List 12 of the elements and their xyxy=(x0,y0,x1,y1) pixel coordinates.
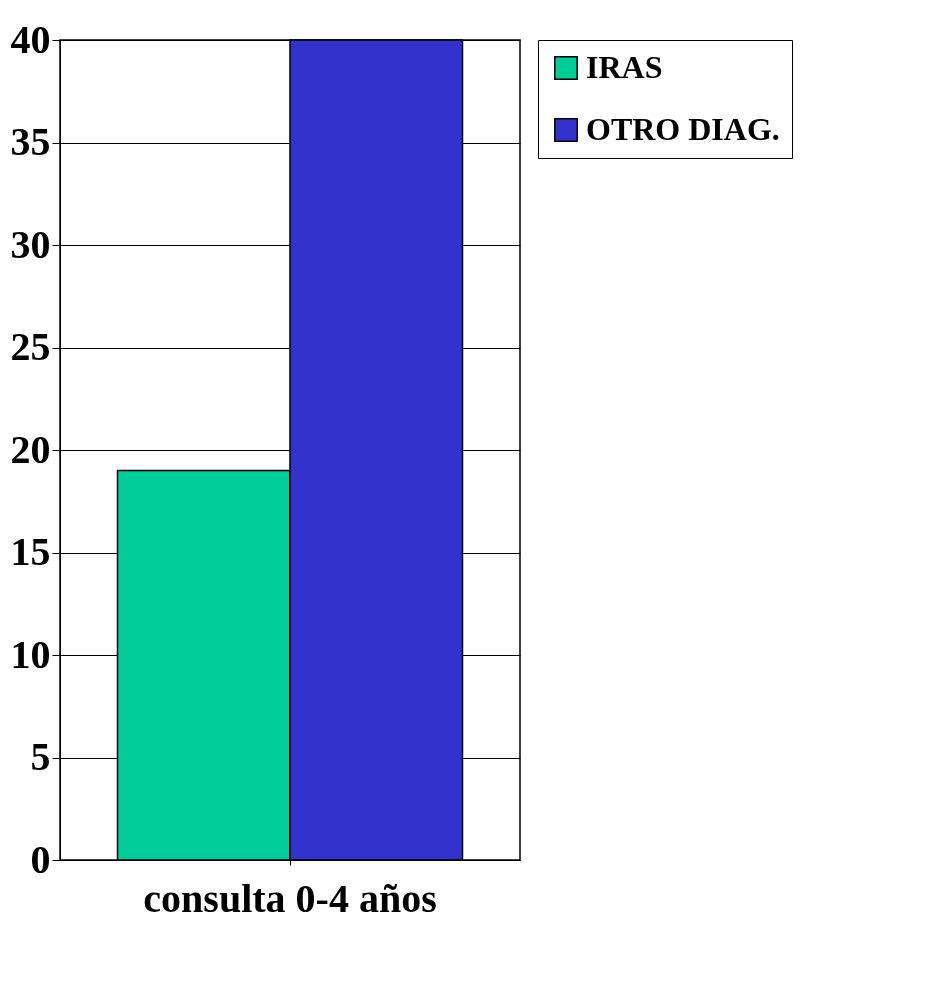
x-tick-label: consulta 0-4 años xyxy=(143,875,437,921)
y-tick-label: 0 xyxy=(30,836,51,882)
legend-label: OTRO DIAG. xyxy=(586,111,780,147)
y-tick-label: 10 xyxy=(10,631,51,677)
y-tick-label: 20 xyxy=(10,426,51,472)
y-tick-label: 35 xyxy=(10,119,51,164)
y-tick-label: 15 xyxy=(10,529,51,574)
y-tick-label: 5 xyxy=(30,734,51,779)
y-tick-label: 40 xyxy=(10,16,51,62)
y-tick-label: 30 xyxy=(10,221,51,267)
y-tick-label: 25 xyxy=(10,324,51,369)
legend-label: IRAS xyxy=(586,49,663,85)
